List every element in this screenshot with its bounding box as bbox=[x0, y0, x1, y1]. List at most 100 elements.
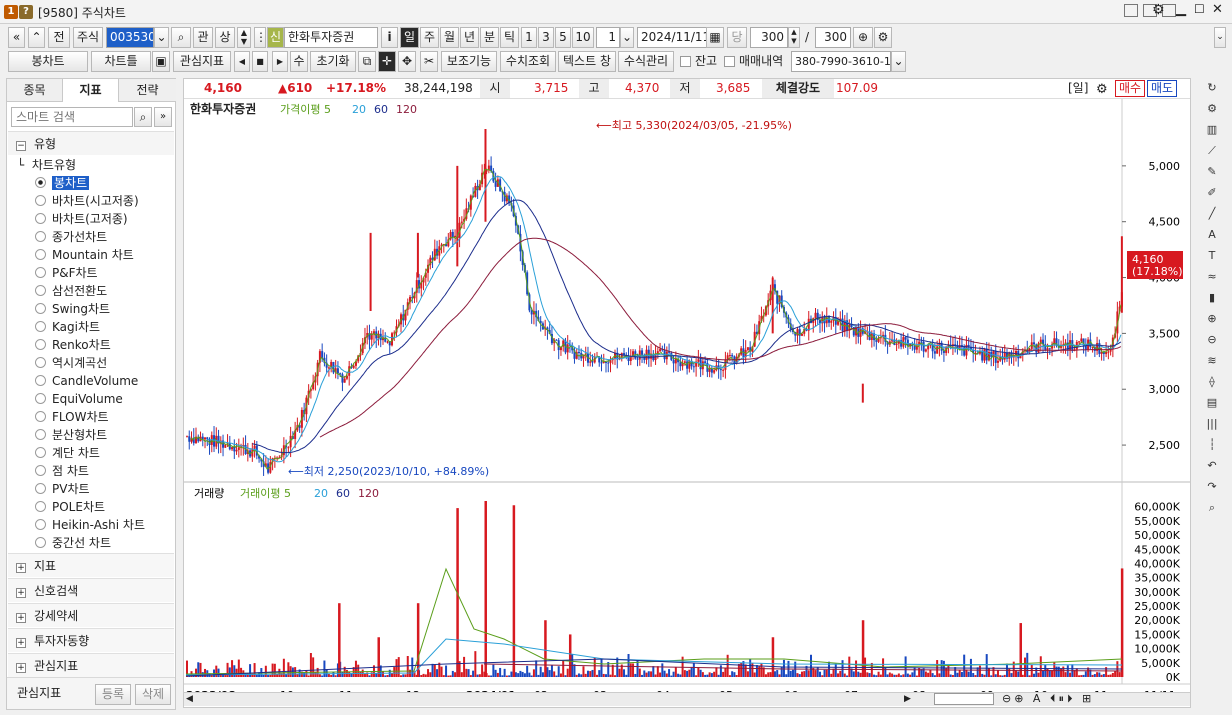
formula-button[interactable]: 수식관리 bbox=[618, 51, 674, 72]
pen-icon[interactable]: ✎ bbox=[1207, 165, 1217, 178]
chart-area[interactable]: 4,160 ▲610 +17.18% 38,244,198 시 3,715 고 … bbox=[183, 78, 1191, 708]
radio-icon[interactable] bbox=[35, 483, 46, 494]
menu-dots-icon[interactable]: ⋮ bbox=[254, 27, 266, 48]
double-left-icon[interactable]: « bbox=[8, 27, 25, 48]
sell-button[interactable]: 매도 bbox=[1147, 80, 1177, 97]
close-icon[interactable]: ✕ bbox=[1212, 2, 1223, 17]
radio-icon[interactable] bbox=[35, 195, 46, 206]
tab-strategy[interactable]: 전략 bbox=[119, 79, 176, 102]
chart-type-option[interactable]: 계단 차트 bbox=[35, 444, 100, 462]
period-minute[interactable]: 분 bbox=[480, 27, 499, 48]
help-icon[interactable]: ? bbox=[19, 5, 33, 19]
chart-type-option[interactable]: EquiVolume bbox=[35, 390, 123, 408]
watch-indicator-button[interactable]: 관심지표 bbox=[173, 51, 231, 72]
period-tick[interactable]: 틱 bbox=[500, 27, 519, 48]
search-icon[interactable]: ⌕ bbox=[134, 107, 152, 127]
watch-button[interactable]: 관 bbox=[193, 27, 213, 48]
calendar-icon[interactable]: ▦ bbox=[706, 27, 724, 48]
chart-type-option[interactable]: Renko차트 bbox=[35, 336, 111, 354]
save-icon[interactable]: ▣ bbox=[152, 51, 170, 72]
pencil-icon[interactable]: ✐ bbox=[1207, 186, 1217, 199]
radio-icon[interactable] bbox=[35, 231, 46, 242]
period-month[interactable]: 월 bbox=[440, 27, 459, 48]
radio-icon[interactable] bbox=[35, 393, 46, 404]
aux-function-button[interactable]: 보조기능 bbox=[441, 51, 497, 72]
tree-section[interactable]: + 관심지표 bbox=[8, 653, 174, 677]
radio-icon[interactable] bbox=[35, 519, 46, 530]
link-icon[interactable] bbox=[1124, 4, 1138, 17]
stock-name-field[interactable]: 한화투자증권 bbox=[284, 27, 378, 48]
radio-icon[interactable] bbox=[35, 303, 46, 314]
tab-stock[interactable]: 종목 bbox=[7, 79, 63, 102]
search-icon[interactable]: ⌕ bbox=[171, 27, 191, 48]
gear-icon[interactable]: ⚙ bbox=[1096, 82, 1108, 97]
zoom-in-icon[interactable]: ⊕ bbox=[1207, 312, 1217, 325]
candle-icon[interactable]: ▮ bbox=[1208, 291, 1216, 304]
spin-icon[interactable]: ▲ ▼ bbox=[237, 27, 251, 48]
buy-button[interactable]: 매수 bbox=[1115, 80, 1145, 97]
tree-section[interactable]: + 강세약세 bbox=[8, 603, 174, 627]
maximize-icon[interactable]: ☐ bbox=[1194, 2, 1205, 16]
code-dropdown-icon[interactable]: ⌄ bbox=[154, 27, 169, 48]
magnify-icon[interactable]: ⌕ bbox=[1208, 501, 1216, 514]
interval-dropdown-icon[interactable]: ⌄ bbox=[620, 27, 634, 48]
zoom-out-icon[interactable]: ⊖ bbox=[1207, 333, 1217, 346]
count-spin-icon[interactable]: ▲ ▼ bbox=[788, 27, 800, 48]
radio-icon[interactable] bbox=[35, 465, 46, 476]
radio-icon[interactable] bbox=[35, 267, 46, 278]
camera-icon[interactable] bbox=[1162, 4, 1176, 17]
interval-input[interactable]: 1 bbox=[596, 27, 620, 48]
settings-icon[interactable]: ⚙ bbox=[874, 27, 892, 48]
chart-type-option[interactable]: 역시계곡선 bbox=[35, 354, 107, 372]
chart-nav-controls[interactable]: ⊖⊕ A ⏴⏸⏵ ⊞ bbox=[1002, 692, 1095, 705]
radio-icon[interactable] bbox=[35, 375, 46, 386]
tree-section[interactable]: + 투자자동향 bbox=[8, 628, 174, 652]
up-icon[interactable]: ⌃ bbox=[28, 27, 45, 48]
section-type[interactable]: − 유형 bbox=[8, 131, 174, 155]
radio-icon[interactable] bbox=[35, 537, 46, 548]
radio-icon[interactable] bbox=[35, 411, 46, 422]
period-week[interactable]: 주 bbox=[420, 27, 439, 48]
chart-type-option[interactable]: 바차트(시고저종) bbox=[35, 192, 139, 210]
stock-code-input[interactable]: 003530 bbox=[106, 27, 154, 48]
scrollbar[interactable]: ◀ ▶ ⊖⊕ A ⏴⏸⏵ ⊞ bbox=[184, 692, 1190, 706]
interval-5[interactable]: 5 bbox=[555, 27, 571, 48]
prev-button[interactable]: 전 bbox=[48, 27, 70, 48]
chart-type-option[interactable]: FLOW차트 bbox=[35, 408, 109, 426]
radio-icon[interactable] bbox=[35, 429, 46, 440]
radio-icon[interactable] bbox=[35, 357, 46, 368]
chart-type-option[interactable]: P&F차트 bbox=[35, 264, 98, 282]
refresh-icon[interactable]: ↻ bbox=[1207, 81, 1217, 94]
delete-button[interactable]: 삭제 bbox=[135, 684, 171, 705]
trend-line-icon[interactable]: ⟋ bbox=[1208, 144, 1216, 157]
period-day[interactable]: 일 bbox=[400, 27, 419, 48]
interval-10[interactable]: 10 bbox=[572, 27, 594, 48]
tree-section[interactable]: + 신호검색 bbox=[8, 578, 174, 602]
trade-history-checkbox[interactable] bbox=[724, 56, 735, 67]
tree-section[interactable]: + 지표 bbox=[8, 553, 174, 577]
chart-type-option[interactable]: 분산형차트 bbox=[35, 426, 107, 444]
collapse-icon[interactable]: ⌄ bbox=[1214, 27, 1226, 48]
stop-icon[interactable]: ■ bbox=[252, 51, 268, 72]
interval-1[interactable]: 1 bbox=[521, 27, 537, 48]
chart-type-option[interactable]: 점 차트 bbox=[35, 462, 89, 480]
chart-type-option[interactable]: PV차트 bbox=[35, 480, 90, 498]
radio-icon[interactable] bbox=[35, 213, 46, 224]
auto-icon[interactable]: A bbox=[1208, 228, 1216, 241]
smart-search-input[interactable] bbox=[11, 107, 133, 127]
bars-icon[interactable]: ||| bbox=[1206, 417, 1218, 430]
chart-frame-button[interactable]: 차트틀 bbox=[91, 51, 151, 72]
count-input[interactable]: 300 bbox=[750, 27, 788, 48]
scroll-left-icon[interactable]: ◀ bbox=[186, 694, 193, 704]
scroll-left-icon[interactable]: ◀ bbox=[234, 51, 250, 72]
register-button[interactable]: 등록 bbox=[95, 684, 131, 705]
scroll-right-icon[interactable]: ▶ bbox=[904, 694, 911, 704]
account-select[interactable]: 380-7990-3610-1 bbox=[791, 51, 891, 72]
date-input[interactable]: 2024/11/11 bbox=[637, 27, 707, 48]
chart-type-option[interactable]: 종가선차트 bbox=[35, 228, 107, 246]
move-icon[interactable]: ✥ bbox=[398, 51, 416, 72]
balance-checkbox[interactable] bbox=[680, 56, 691, 67]
tab-indicator[interactable]: 지표 bbox=[63, 79, 119, 102]
chart-type-option[interactable]: 바차트(고저종) bbox=[35, 210, 128, 228]
minimize-icon[interactable]: ▁ bbox=[1176, 2, 1186, 17]
